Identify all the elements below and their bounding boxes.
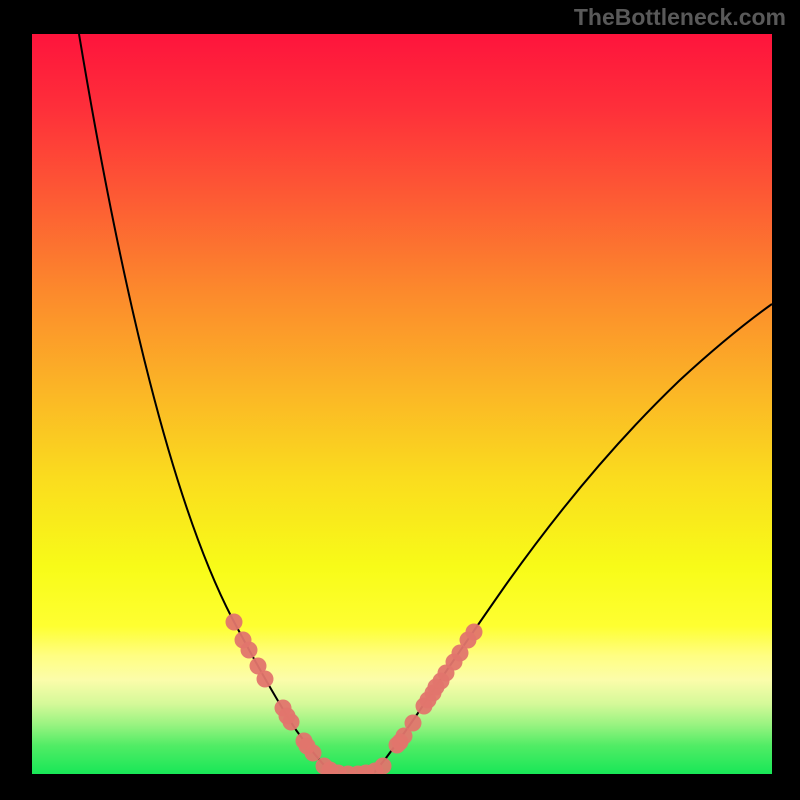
- frame-right: [772, 0, 800, 800]
- data-marker: [405, 715, 422, 732]
- data-marker: [466, 624, 483, 641]
- watermark-text: TheBottleneck.com: [574, 4, 786, 31]
- data-marker: [241, 642, 258, 659]
- data-marker: [283, 714, 300, 731]
- data-marker: [305, 745, 322, 762]
- data-marker: [375, 758, 392, 775]
- frame-left: [0, 0, 32, 800]
- data-marker: [257, 671, 274, 688]
- data-marker: [226, 614, 243, 631]
- frame-bottom: [0, 774, 800, 800]
- bottleneck-chart: [0, 0, 800, 800]
- gradient-background: [32, 34, 772, 774]
